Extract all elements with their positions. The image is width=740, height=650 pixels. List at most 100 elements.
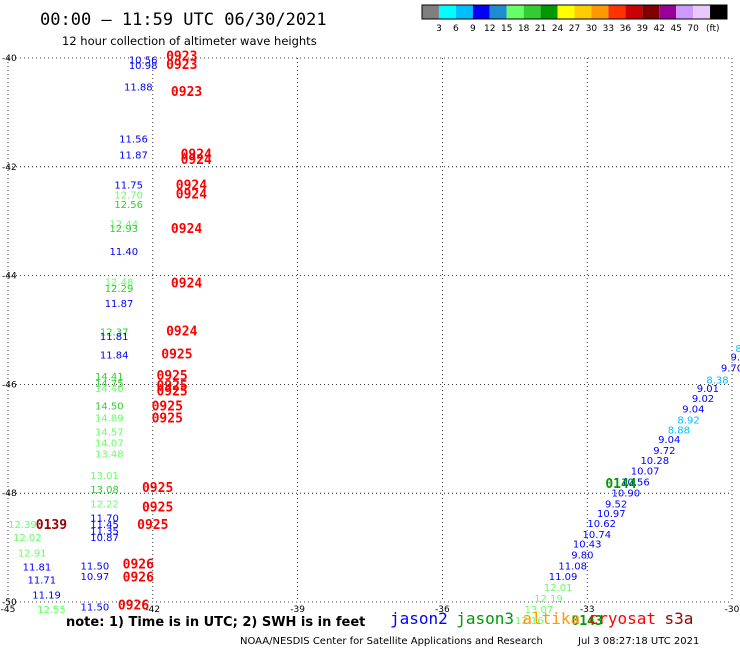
- colorbar-label: 3: [436, 24, 442, 34]
- wave-height-label: 10.62: [587, 519, 616, 530]
- wave-height-label: 11.40: [110, 247, 139, 258]
- legend-jason2: jason2: [390, 609, 448, 628]
- wave-height-label: 11.81: [23, 562, 52, 573]
- colorbar-swatch: [574, 5, 592, 19]
- pass-time-label: 0925: [152, 411, 183, 426]
- wave-height-label: 11.87: [105, 299, 134, 310]
- wave-height-label: 11.35: [90, 527, 119, 538]
- wave-height-label: 11.50: [81, 603, 110, 614]
- wave-height-label: 12.01: [544, 583, 573, 594]
- wave-height-label: 11.87: [119, 151, 148, 162]
- pass-time-label: 0924: [176, 187, 207, 202]
- wave-height-label: 11.84: [100, 350, 129, 361]
- chart-subtitle: 12 hour collection of altimeter wave hei…: [62, 34, 317, 48]
- wave-height-label: 8.38: [706, 375, 728, 386]
- wave-height-label: 12.70: [114, 190, 143, 201]
- wave-height-label: 11.71: [27, 576, 56, 587]
- colorbar-legend: 3 6 9 12 15 18 21 24 27 30 33 36 39 42 45 70: [421, 4, 728, 34]
- colorbar-label: 30: [586, 24, 598, 34]
- wave-height-label: 12.19: [534, 594, 563, 605]
- pass-time-label: 0924: [171, 222, 202, 237]
- colorbar-label: 36: [620, 24, 632, 34]
- x-tick-label: -39: [290, 605, 305, 615]
- colorbar-swatch: [693, 5, 711, 19]
- wave-height-label: 13.08: [90, 485, 119, 496]
- wave-height-label: 12.22: [90, 499, 119, 510]
- x-tick-label: -45: [1, 605, 16, 615]
- wave-height-label: 14.89: [95, 413, 124, 424]
- pass-time-labels: 0923092309230924092409240924092409240924…: [36, 50, 637, 629]
- y-tick-label: -50: [2, 598, 17, 608]
- pass-time-label: 0925: [161, 347, 192, 362]
- chart-note: note: 1) Time is in UTC; 2) SWH is in fe…: [66, 615, 365, 630]
- colorbar-swatch: [642, 5, 660, 19]
- colorbar-swatch: [540, 5, 558, 19]
- colorbar-swatch: [608, 5, 626, 19]
- wave-height-label: 12.37: [100, 327, 129, 338]
- wave-height-label: 9.04: [658, 435, 680, 446]
- wave-height-label: 9.52: [605, 499, 627, 510]
- wave-height-label: 13.07: [525, 605, 554, 616]
- wave-height-label: 10.97: [81, 572, 110, 583]
- wave-height-label: 12.44: [110, 220, 139, 231]
- wave-height-label: 11.08: [558, 561, 587, 572]
- pass-time-label: 0144: [605, 477, 636, 492]
- x-tick-label: -42: [145, 605, 160, 615]
- x-axis-ticks: -45 -42 -39 -36 -33 -30: [1, 605, 740, 615]
- wave-height-label: 14.40: [95, 384, 124, 395]
- wave-height-label: 12.48: [105, 277, 134, 288]
- wave-height-label: 12.93: [110, 224, 139, 235]
- pass-time-label: 0926: [123, 570, 154, 585]
- wave-height-label: 9.01: [697, 384, 719, 395]
- pass-time-label: 0925: [142, 481, 173, 496]
- wave-height-label: 14.07: [95, 438, 124, 449]
- wave-height-label: 10.98: [129, 61, 158, 72]
- wave-height-label: 14.41: [95, 372, 124, 383]
- wave-height-label: 10.97: [597, 509, 626, 520]
- pass-time-label: 0925: [156, 384, 187, 399]
- pass-time-label: 0923: [171, 85, 202, 100]
- pass-time-label: 0924: [166, 324, 197, 339]
- wave-height-label: 12.55: [37, 605, 66, 616]
- pass-time-label: 0924: [171, 277, 202, 292]
- wave-height-label: 10.87: [90, 533, 119, 544]
- pass-time-label: 0924: [176, 179, 207, 194]
- pass-time-label: 0925: [156, 369, 187, 384]
- colorbar-swatch: [676, 5, 694, 19]
- colorbar-label: 6: [453, 24, 459, 34]
- wave-height-label: 11.70: [90, 513, 119, 524]
- wave-height-labels: 10.5610.9811.8811.5611.8711.7512.7012.56…: [8, 55, 740, 626]
- colorbar-swatch: [557, 5, 575, 19]
- colorbar-frame: [421, 4, 728, 20]
- wave-height-label: 8.54: [735, 344, 740, 355]
- wave-height-label: 12.16: [515, 616, 544, 627]
- wave-height-label: 10.90: [611, 488, 640, 499]
- colorbar-label: 21: [535, 24, 546, 34]
- pass-time-label: 0924: [181, 153, 212, 168]
- pass-time-label: 0926: [118, 599, 149, 614]
- wave-height-label: 9.72: [653, 446, 675, 457]
- footer-credit: NOAA/NESDIS Center for Satellite Applica…: [240, 636, 543, 647]
- wave-height-label: 11.09: [549, 572, 578, 583]
- legend-s3a: s3a: [665, 609, 694, 628]
- legend-altika: altika: [522, 609, 580, 628]
- wave-height-label: 12.29: [105, 284, 134, 295]
- pass-time-label: 0924: [181, 148, 212, 163]
- wave-height-label: 11.81: [100, 332, 129, 343]
- wave-height-label: 10.74: [583, 530, 612, 541]
- wave-height-label: 9.80: [571, 550, 593, 561]
- y-axis-ticks: -40 -42 -44 -46 -48 -50: [2, 54, 17, 608]
- wave-height-label: 13.01: [90, 471, 119, 482]
- wave-height-label: 12.91: [18, 548, 47, 559]
- legend-jason3: jason3: [456, 609, 514, 628]
- wave-height-label: 11.50: [81, 561, 110, 572]
- wave-height-label: 9.70: [721, 363, 740, 374]
- colorbar-label: 18: [518, 24, 530, 34]
- satellite-legend: jason2 jason3 altika cryosat s3a: [390, 609, 693, 628]
- wave-height-label: 10.56: [621, 478, 650, 489]
- pass-time-label: 0923: [166, 58, 197, 73]
- pass-time-label: 0923: [166, 50, 197, 65]
- pass-time-label: 0143: [572, 614, 603, 629]
- wave-height-label: 12.02: [13, 533, 42, 544]
- colorbar-label: 15: [501, 24, 512, 34]
